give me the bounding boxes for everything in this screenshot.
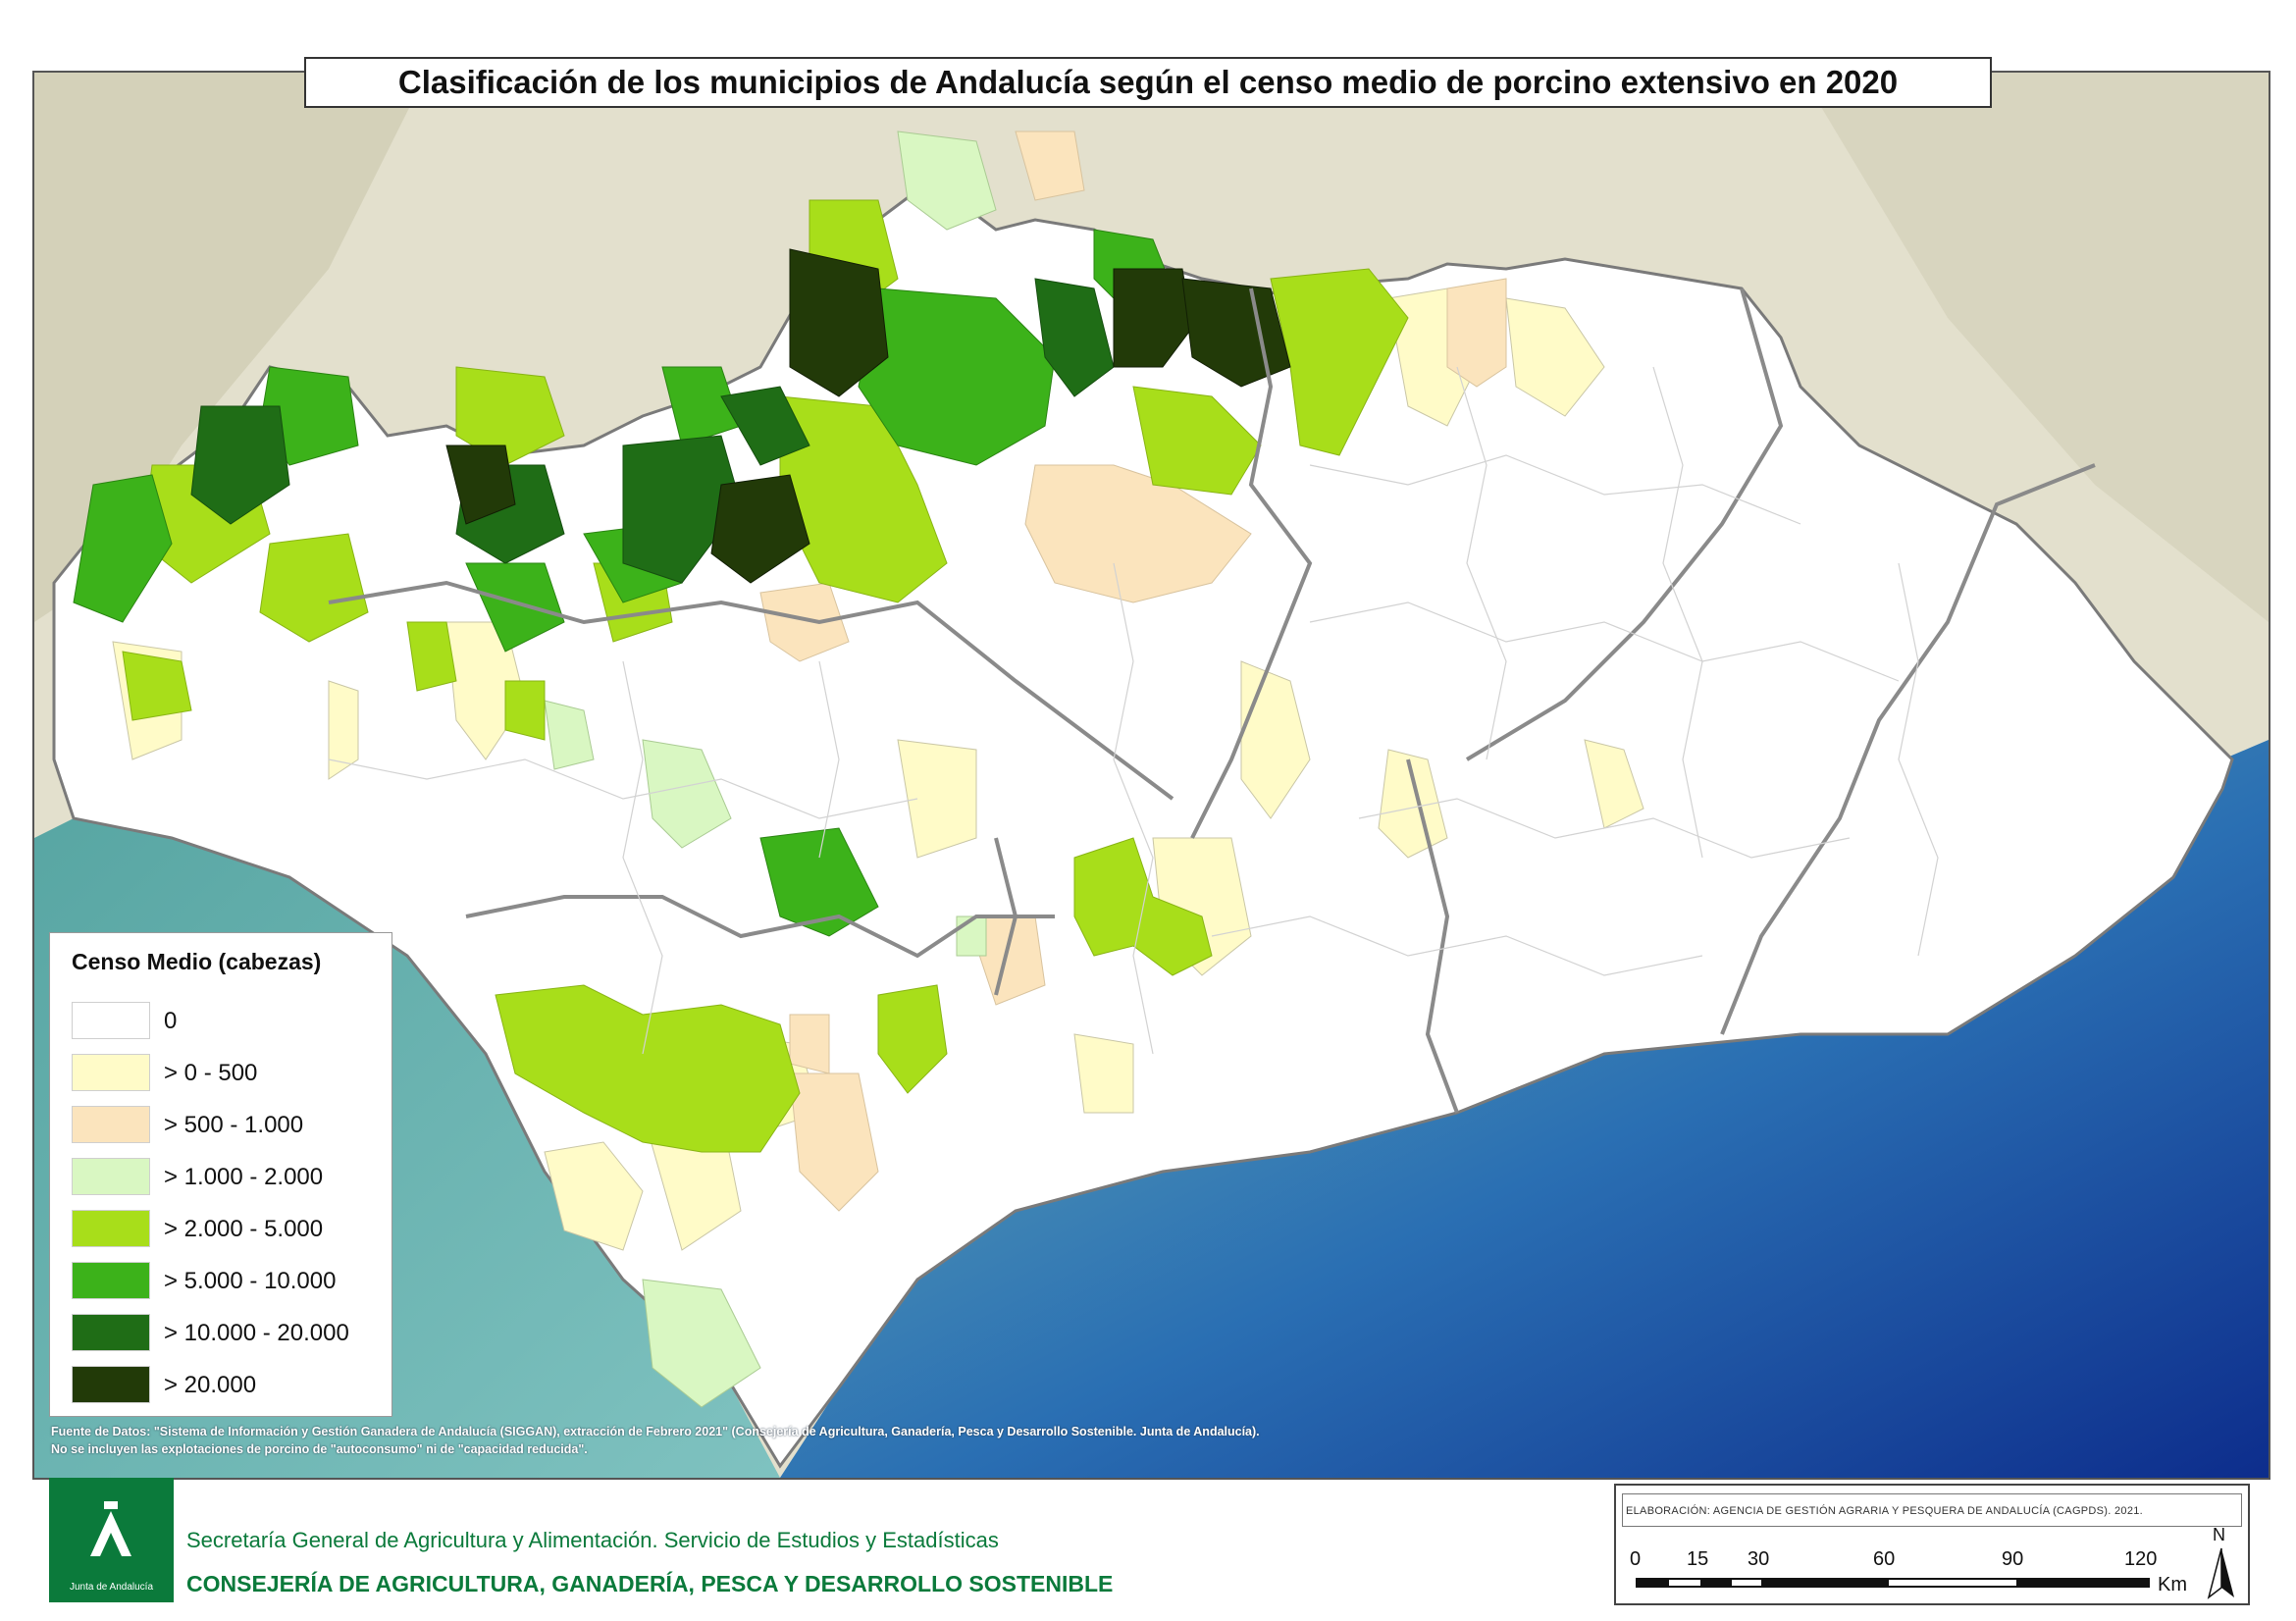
scale-tick: 15 [1687, 1548, 1709, 1570]
legend-title: Censo Medio (cabezas) [72, 949, 322, 974]
ministry-service-name: Secretaría General de Agricultura y Alim… [186, 1528, 999, 1552]
legend-label: > 5.000 - 10.000 [164, 1268, 337, 1294]
relief-shading-east [1800, 73, 2269, 622]
scale-tick: 60 [1873, 1548, 1896, 1570]
logo-mark-icon [90, 1501, 131, 1556]
legend-swatch [72, 1158, 150, 1195]
legend-swatch [72, 1366, 150, 1403]
north-arrow-shape [2207, 1547, 2234, 1599]
map-title: Clasificación de los municipios de Andal… [304, 57, 1992, 108]
scale-bar [1636, 1578, 2150, 1588]
map-frame [32, 71, 2270, 1480]
mediterranean-sea [780, 740, 2269, 1478]
class-500-1000 [759, 131, 1507, 1212]
legend-label: > 2.000 - 5.000 [164, 1216, 324, 1242]
andalucia-map[interactable] [34, 73, 2269, 1478]
legend-item: > 0 - 500 [72, 1054, 386, 1091]
credit-frame [1622, 1493, 2242, 1527]
source-note: Fuente de Datos: "Sistema de Información… [51, 1423, 1260, 1458]
legend-label: > 1.000 - 2.000 [164, 1164, 324, 1190]
source-line-2: No se incluyen las explotaciones de porc… [51, 1442, 588, 1456]
scale-tick: 120 [2124, 1548, 2158, 1570]
legend-label: > 10.000 - 20.000 [164, 1320, 349, 1346]
legend-swatch [72, 1210, 150, 1247]
ministry-name: CONSEJERÍA DE AGRICULTURA, GANADERÍA, PE… [186, 1571, 1114, 1596]
province-borders [328, 288, 2096, 1114]
legend-swatch [72, 1262, 150, 1299]
north-label: N [2213, 1525, 2225, 1544]
north-arrow-icon: N [2205, 1525, 2238, 1599]
credit-scale-box: ELABORACIÓN: AGENCIA DE GESTIÓN AGRARIA … [1614, 1484, 2250, 1605]
scale-tick: 90 [2002, 1548, 2024, 1570]
scale-segment [2016, 1580, 2148, 1586]
class-over-20000 [445, 248, 1291, 584]
scale-tick: 0 [1630, 1548, 1642, 1570]
logo-caption: Junta de Andalucía [69, 1582, 154, 1593]
legend-item: > 2.000 - 5.000 [72, 1210, 386, 1247]
source-line-1: Fuente de Datos: "Sistema de Información… [51, 1425, 1260, 1438]
scale-segment [1761, 1580, 1889, 1586]
legend-label: > 0 - 500 [164, 1060, 258, 1086]
legend-item: > 5.000 - 10.000 [72, 1262, 386, 1299]
legend: Censo Medio (cabezas) 0 > 0 - 500 > 500 … [49, 932, 392, 1417]
legend-label: 0 [164, 1008, 178, 1034]
scale-segment [1638, 1580, 1669, 1586]
credit-text: ELABORACIÓN: AGENCIA DE GESTIÓN AGRARIA … [1626, 1505, 2144, 1517]
legend-item: > 20.000 [72, 1366, 386, 1403]
legend-item: > 500 - 1.000 [72, 1106, 386, 1143]
junta-de-andalucia-logo-icon: Junta de Andalucía [49, 1478, 174, 1602]
legend-swatch [72, 1106, 150, 1143]
legend-label: > 20.000 [164, 1372, 257, 1398]
legend-swatch [72, 1002, 150, 1039]
scale-segment [1700, 1580, 1732, 1586]
legend-item: > 10.000 - 20.000 [72, 1314, 386, 1351]
scale-tick: 30 [1748, 1548, 1770, 1570]
municipal-borders [328, 366, 1939, 1055]
legend-swatch [72, 1314, 150, 1351]
legend-label: > 500 - 1.000 [164, 1112, 304, 1138]
legend-swatch [72, 1054, 150, 1091]
scale-unit: Km [2158, 1574, 2187, 1595]
legend-item: > 1.000 - 2.000 [72, 1158, 386, 1195]
legend-item: 0 [72, 1002, 386, 1039]
